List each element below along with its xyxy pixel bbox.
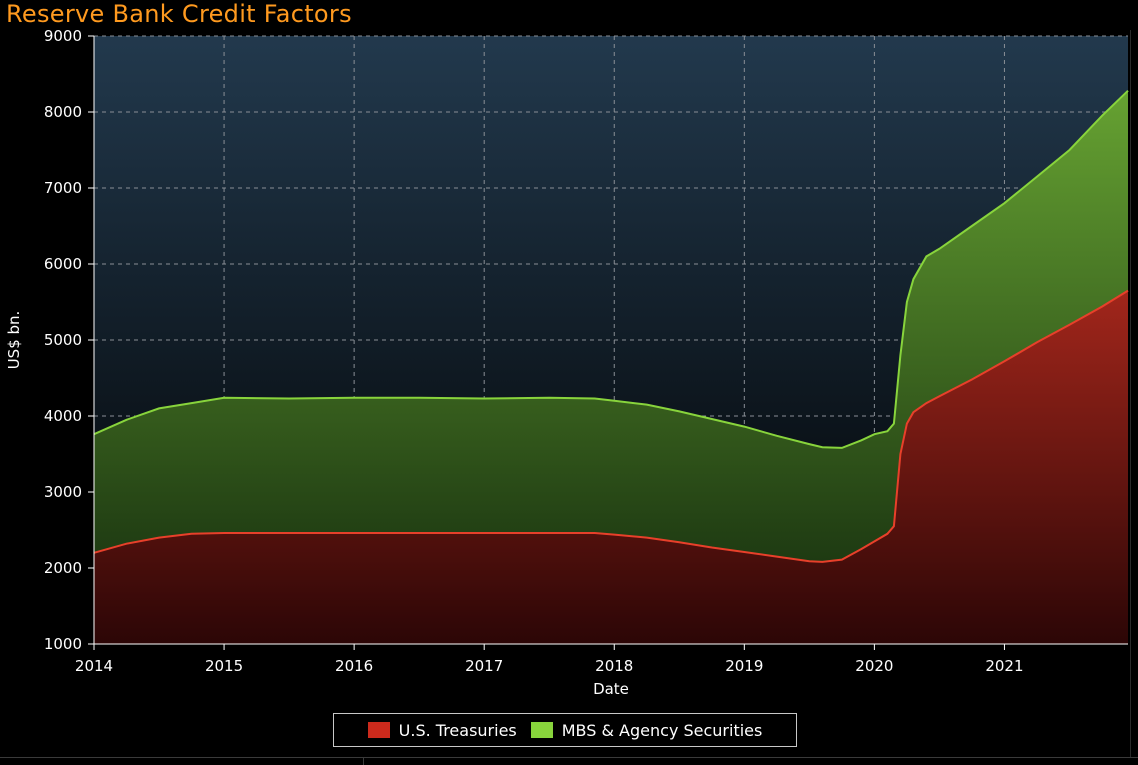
legend-item-mbs: MBS & Agency Securities bbox=[530, 720, 763, 740]
right-divider bbox=[1130, 30, 1131, 757]
y-axis-label: US$ bn. bbox=[5, 311, 23, 370]
y-tick-label-7000: 7000 bbox=[44, 179, 82, 197]
legend-label-mbs: MBS & Agency Securities bbox=[561, 720, 763, 740]
y-tick-label-4000: 4000 bbox=[44, 407, 82, 425]
legend-label-treasuries: U.S. Treasuries bbox=[398, 720, 517, 740]
x-tick-label-2021: 2021 bbox=[985, 657, 1023, 675]
x-tick-label-2019: 2019 bbox=[725, 657, 763, 675]
chart-title: Reserve Bank Credit Factors bbox=[6, 0, 352, 28]
x-tick-label-2018: 2018 bbox=[595, 657, 633, 675]
y-tick-label-9000: 9000 bbox=[44, 27, 82, 45]
x-axis-label: Date bbox=[593, 680, 629, 698]
area-mbs-agency-securities bbox=[94, 90, 1128, 562]
line-mbs-agency-securities bbox=[93, 89, 1129, 449]
series-layer bbox=[93, 89, 1129, 644]
x-tick-label-2016: 2016 bbox=[335, 657, 373, 675]
y-tick-label-5000: 5000 bbox=[44, 331, 82, 349]
x-tick-label-2020: 2020 bbox=[855, 657, 893, 675]
legend-swatch-mbs bbox=[530, 722, 553, 738]
bottom-divider bbox=[0, 757, 1138, 758]
y-tick-label-8000: 8000 bbox=[44, 103, 82, 121]
y-tick-label-1000: 1000 bbox=[44, 635, 82, 653]
y-tick-label-3000: 3000 bbox=[44, 483, 82, 501]
legend-swatch-treasuries bbox=[367, 722, 390, 738]
legend-item-treasuries: U.S. Treasuries bbox=[367, 720, 517, 740]
legend: U.S. Treasuries MBS & Agency Securities bbox=[333, 713, 797, 747]
x-tick-label-2014: 2014 bbox=[75, 657, 113, 675]
x-tick-label-2015: 2015 bbox=[205, 657, 243, 675]
y-tick-label-2000: 2000 bbox=[44, 559, 82, 577]
bottom-divider-notch bbox=[363, 757, 364, 765]
axes: 1000 2000 3000 4000 5000 6000 7000 8000 9000 2014… bbox=[44, 27, 1128, 675]
y-tick-label-6000: 6000 bbox=[44, 255, 82, 273]
area-us-treasuries bbox=[94, 290, 1128, 644]
line-us-treasuries bbox=[93, 289, 1129, 563]
x-tick-label-2017: 2017 bbox=[465, 657, 503, 675]
